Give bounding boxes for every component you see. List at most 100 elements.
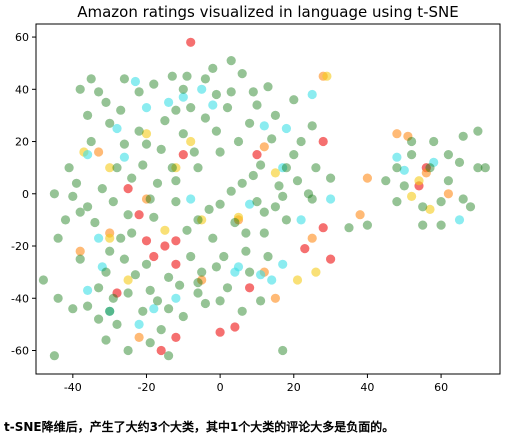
data-point-green	[281, 215, 291, 225]
data-point-green	[226, 186, 236, 196]
data-point-green	[392, 197, 402, 207]
data-point-cyan	[454, 215, 465, 225]
data-point-green	[418, 202, 428, 212]
data-point-green	[270, 202, 280, 212]
data-point-green	[86, 74, 96, 84]
data-point-green	[149, 79, 159, 89]
data-point-green	[425, 163, 435, 173]
data-point-cyan	[83, 285, 93, 295]
data-point-red	[245, 283, 255, 293]
data-point-green	[119, 254, 129, 264]
data-point-green	[307, 121, 317, 131]
data-point-green	[289, 150, 299, 160]
data-point-cyan	[281, 123, 291, 134]
data-point-green	[465, 202, 476, 212]
data-point-green	[138, 160, 148, 170]
data-point-green	[252, 100, 262, 110]
data-point-green	[134, 87, 144, 97]
data-point-green	[193, 215, 203, 225]
data-point-green	[418, 220, 428, 230]
data-point-red	[160, 241, 170, 251]
data-point-green	[123, 288, 133, 298]
data-point-cyan	[278, 163, 288, 173]
data-point-orange	[403, 131, 413, 141]
data-point-green	[101, 97, 111, 107]
data-point-red	[318, 223, 328, 233]
data-point-green	[68, 191, 78, 201]
data-point-green	[473, 126, 483, 136]
data-point-green	[208, 63, 218, 73]
data-point-yellow	[197, 215, 207, 225]
data-point-red	[141, 236, 152, 246]
data-point-green	[182, 71, 192, 81]
y-tick-label: 60	[15, 31, 29, 44]
data-point-green	[193, 288, 203, 298]
data-point-yellow	[123, 275, 133, 285]
data-point-green	[281, 163, 291, 173]
x-tick-label: -40	[64, 381, 82, 394]
data-point-orange	[392, 129, 402, 139]
data-point-green	[94, 314, 104, 324]
data-point-green	[105, 118, 115, 128]
data-point-green	[208, 233, 218, 243]
data-point-green	[116, 105, 126, 115]
data-point-green	[86, 136, 96, 147]
data-point-green	[171, 105, 181, 115]
y-tick-label: 40	[15, 83, 29, 96]
data-point-green	[156, 325, 166, 335]
data-point-green	[248, 87, 258, 97]
data-point-green	[256, 160, 266, 170]
data-point-green	[175, 280, 185, 290]
data-point-green	[164, 351, 174, 361]
data-point-cyan	[94, 233, 104, 243]
data-point-green	[134, 126, 144, 136]
data-point-yellow	[186, 136, 196, 147]
data-point-green	[138, 306, 148, 316]
data-point-green	[407, 136, 417, 147]
data-point-green	[193, 163, 203, 173]
data-point-green	[186, 251, 196, 262]
data-point-yellow	[160, 225, 170, 235]
data-point-green	[326, 173, 336, 183]
y-tick-label: -20	[11, 240, 29, 253]
data-point-green	[75, 254, 85, 264]
data-point-cyan	[259, 121, 269, 131]
data-point-yellow	[322, 71, 332, 81]
data-point-red	[326, 254, 336, 264]
data-point-green	[71, 178, 82, 188]
data-point-green	[222, 283, 233, 293]
data-point-green	[480, 163, 490, 173]
data-point-red	[215, 327, 225, 337]
data-point-green	[105, 306, 115, 316]
data-point-green	[167, 163, 177, 173]
data-point-orange	[197, 275, 207, 285]
data-point-cyan	[83, 150, 93, 160]
data-point-green	[94, 87, 104, 97]
data-point-green	[458, 131, 468, 141]
data-point-cyan	[296, 215, 306, 225]
data-point-red	[112, 288, 122, 298]
data-point-green	[145, 338, 155, 348]
data-point-green	[278, 345, 288, 356]
plot-frame	[35, 23, 501, 375]
data-point-green	[215, 296, 225, 306]
data-point-cyan	[149, 304, 159, 314]
data-point-green	[49, 189, 60, 199]
data-point-green	[381, 176, 391, 186]
data-point-green	[112, 163, 122, 173]
data-point-green	[289, 95, 299, 105]
data-point-green	[256, 296, 266, 306]
data-point-orange	[355, 210, 365, 220]
data-point-green	[75, 207, 85, 217]
data-point-green	[171, 197, 181, 207]
data-point-green	[211, 126, 221, 136]
x-axis: -40 -20 0 20 40 60	[64, 374, 448, 394]
data-point-green	[215, 199, 225, 209]
data-point-yellow	[311, 267, 321, 277]
data-point-green	[53, 293, 63, 303]
data-point-green	[156, 144, 166, 154]
data-point-red	[252, 150, 262, 160]
data-point-green	[83, 110, 93, 120]
data-point-green	[204, 204, 214, 214]
data-point-green	[344, 223, 354, 233]
